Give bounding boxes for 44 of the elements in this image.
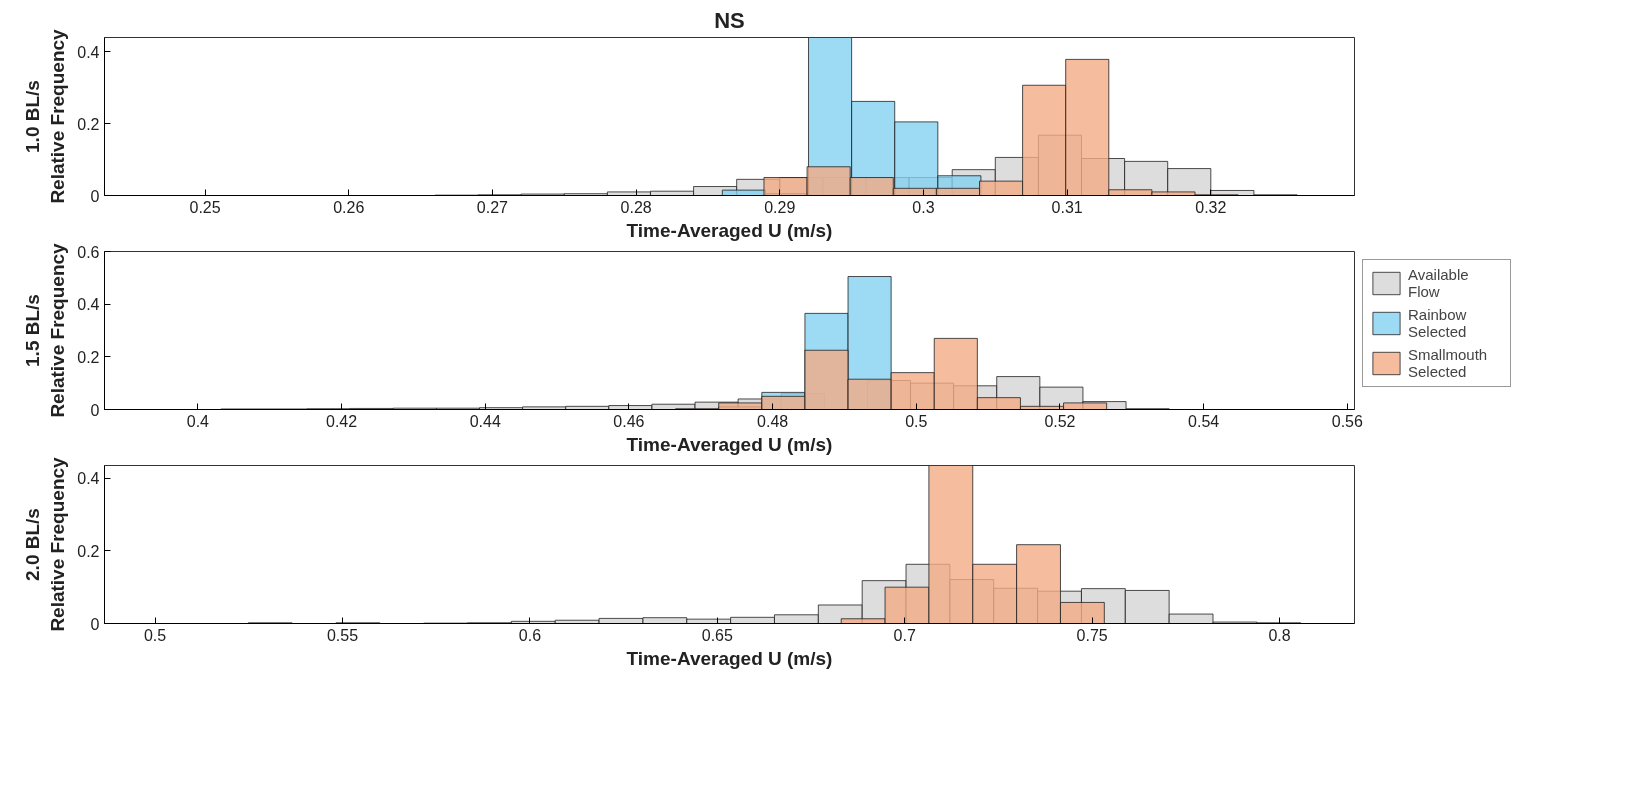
x-axis-title: Time-Averaged U (m/s) <box>626 647 833 669</box>
x-tick-label: 0.7 <box>893 626 916 644</box>
x-tick-label: 0.3 <box>912 198 935 216</box>
x-tick-label: 0.5 <box>143 626 167 644</box>
y-axis-title: 2.0 BL/s Relative Frequency <box>22 456 69 632</box>
y-tick-label: 0.4 <box>77 296 100 314</box>
x-tick-label: 0.6 <box>518 626 542 644</box>
legend-label: Available Flow <box>1408 266 1470 300</box>
x-tick-label: 0.4 <box>186 412 210 430</box>
chart-title: NS <box>714 7 745 33</box>
y-tick-label: 0.6 <box>77 243 100 261</box>
y-axis-title: 1.5 BL/s Relative Frequency <box>22 242 69 418</box>
y-axis-title: 1.0 BL/s Relative Frequency <box>22 28 69 204</box>
x-tick-label: 0.31 <box>1051 198 1083 216</box>
x-tick-label: 0.26 <box>333 198 365 216</box>
x-tick-label: 0.32 <box>1195 198 1227 216</box>
y-tick-label: 0.2 <box>77 348 100 366</box>
y-tick-label: 0 <box>90 615 100 633</box>
x-tick-label: 0.8 <box>1268 626 1291 644</box>
x-tick-label: 0.42 <box>326 412 358 430</box>
y-tick-label: 0.4 <box>77 470 100 488</box>
x-tick-label: 0.29 <box>764 198 796 216</box>
x-tick-label: 0.25 <box>189 198 221 216</box>
y-tick-label: 0.4 <box>77 43 100 61</box>
y-tick-label: 0.2 <box>77 542 100 560</box>
x-tick-label: 0.28 <box>620 198 652 216</box>
x-tick-label: 0.27 <box>476 198 509 216</box>
x-tick-label: 0.65 <box>701 626 733 644</box>
x-tick-label: 0.46 <box>613 412 645 430</box>
x-tick-label: 0.5 <box>905 412 928 430</box>
x-tick-label: 0.52 <box>1044 412 1076 430</box>
x-axis-title: Time-Averaged U (m/s) <box>626 219 833 241</box>
x-tick-label: 0.56 <box>1331 412 1363 430</box>
legend-label: Smallmouth Selected <box>1408 346 1489 380</box>
y-tick-label: 0 <box>90 401 100 419</box>
x-tick-label: 0.48 <box>757 412 789 430</box>
x-tick-label: 0.54 <box>1188 412 1220 430</box>
x-axis-title: Time-Averaged U (m/s) <box>626 433 833 455</box>
x-tick-label: 0.44 <box>469 412 501 430</box>
x-tick-label: 0.75 <box>1076 626 1108 644</box>
x-tick-label: 0.55 <box>326 626 359 644</box>
legend-label: Rainbow Selected <box>1408 306 1468 340</box>
y-tick-label: 0 <box>90 187 100 205</box>
y-tick-label: 0.2 <box>77 115 100 133</box>
